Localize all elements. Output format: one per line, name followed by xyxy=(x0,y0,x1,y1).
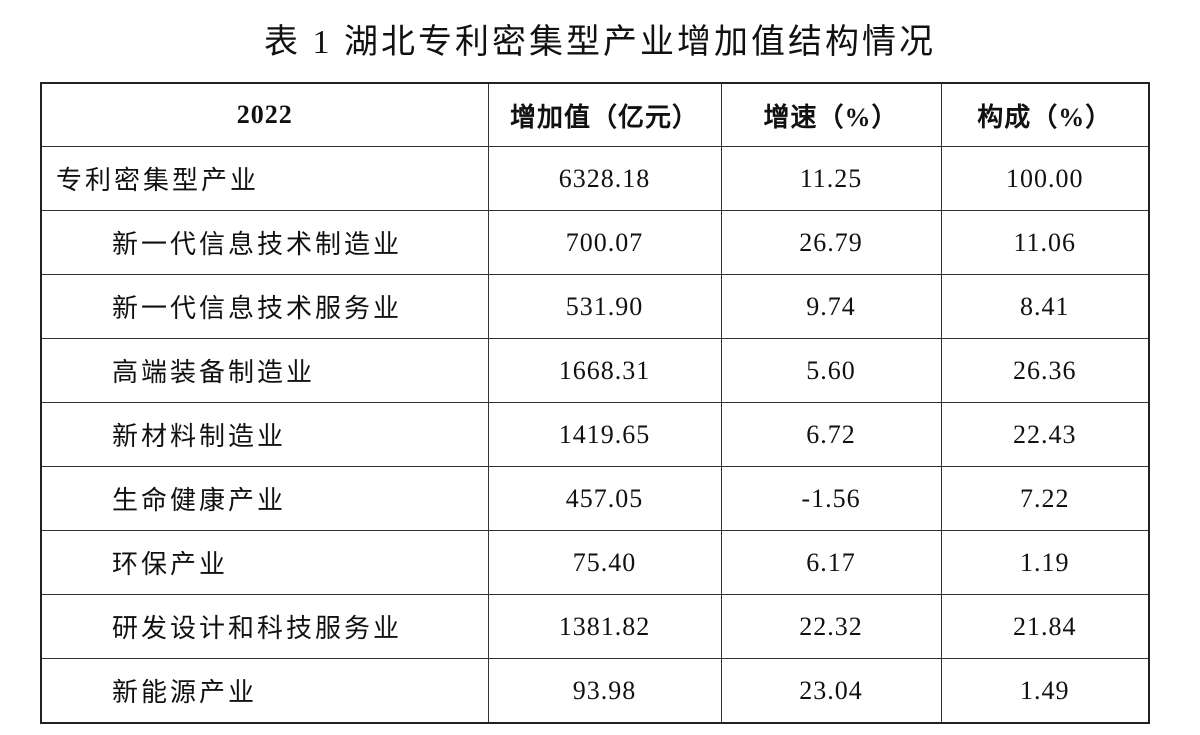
header-row: 2022 增加值（亿元） 增速（%） 构成（%） xyxy=(40,82,1150,147)
row-label: 生命健康产业 xyxy=(40,466,489,531)
table-row: 新一代信息技术服务业 531.90 9.74 8.41 xyxy=(40,274,1150,339)
table-row: 研发设计和科技服务业 1381.82 22.32 21.84 xyxy=(40,594,1150,659)
header-cell: 构成（%） xyxy=(940,82,1150,147)
table-row: 生命健康产业 457.05 -1.56 7.22 xyxy=(40,466,1150,531)
header-cell: 增速（%） xyxy=(720,82,942,147)
table-row: 环保产业 75.40 6.17 1.19 xyxy=(40,530,1150,595)
cell: 531.90 xyxy=(487,274,722,339)
table-row: 新能源产业 93.98 23.04 1.49 xyxy=(40,658,1150,724)
cell: 22.32 xyxy=(720,594,942,659)
table-row: 新材料制造业 1419.65 6.72 22.43 xyxy=(40,402,1150,467)
cell: 5.60 xyxy=(720,338,942,403)
cell: 6328.18 xyxy=(487,146,722,211)
row-label: 新材料制造业 xyxy=(40,402,489,467)
cell: 6.72 xyxy=(720,402,942,467)
row-label: 研发设计和科技服务业 xyxy=(40,594,489,659)
row-label: 新一代信息技术制造业 xyxy=(40,210,489,275)
header-cell: 增加值（亿元） xyxy=(487,82,722,147)
cell: 26.36 xyxy=(940,338,1150,403)
cell: 1.49 xyxy=(940,658,1150,724)
cell: 6.17 xyxy=(720,530,942,595)
cell: 21.84 xyxy=(940,594,1150,659)
data-table: 2022 增加值（亿元） 增速（%） 构成（%） 专利密集型产业 6328.18 11.2… xyxy=(40,82,1150,724)
row-label: 高端装备制造业 xyxy=(40,338,489,403)
table-row: 专利密集型产业 6328.18 11.25 100.00 xyxy=(40,146,1150,211)
cell: 7.22 xyxy=(940,466,1150,531)
cell: 22.43 xyxy=(940,402,1150,467)
cell: 75.40 xyxy=(487,530,722,595)
cell: 11.06 xyxy=(940,210,1150,275)
cell: 8.41 xyxy=(940,274,1150,339)
header-cell: 2022 xyxy=(40,82,489,147)
cell: 23.04 xyxy=(720,658,942,724)
cell: 26.79 xyxy=(720,210,942,275)
cell: 457.05 xyxy=(487,466,722,531)
table-body: 专利密集型产业 6328.18 11.25 100.00 新一代信息技术制造业 700.0… xyxy=(40,146,1150,724)
table-title: 表 1 湖北专利密集型产业增加值结构情况 xyxy=(264,24,936,61)
cell: 11.25 xyxy=(720,146,942,211)
table-row: 高端装备制造业 1668.31 5.60 26.36 xyxy=(40,338,1150,403)
row-label: 新能源产业 xyxy=(40,658,489,724)
cell: -1.56 xyxy=(720,466,942,531)
cell: 1.19 xyxy=(940,530,1150,595)
cell: 100.00 xyxy=(940,146,1150,211)
row-label: 环保产业 xyxy=(40,530,489,595)
cell: 1381.82 xyxy=(487,594,722,659)
row-label: 专利密集型产业 xyxy=(40,146,489,211)
cell: 93.98 xyxy=(487,658,722,724)
cell: 9.74 xyxy=(720,274,942,339)
table-row: 新一代信息技术制造业 700.07 26.79 11.06 xyxy=(40,210,1150,275)
cell: 1668.31 xyxy=(487,338,722,403)
cell: 700.07 xyxy=(487,210,722,275)
row-label: 新一代信息技术服务业 xyxy=(40,274,489,339)
cell: 1419.65 xyxy=(487,402,722,467)
